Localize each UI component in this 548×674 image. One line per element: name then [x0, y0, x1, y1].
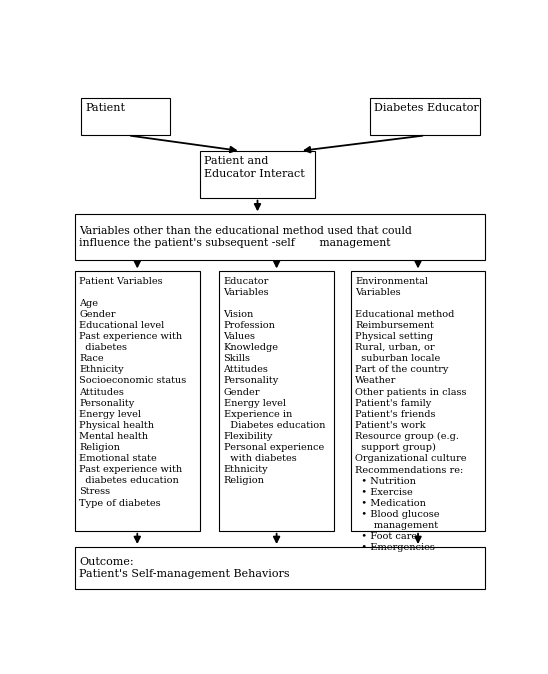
- FancyBboxPatch shape: [81, 98, 170, 135]
- Text: Variables other than the educational method used that could
influence the patien: Variables other than the educational met…: [79, 226, 412, 248]
- Text: Patient Variables

Age
Gender
Educational level
Past experience with
  diabetes
: Patient Variables Age Gender Educational…: [79, 276, 186, 508]
- Text: Patient: Patient: [85, 103, 125, 113]
- FancyBboxPatch shape: [370, 98, 481, 135]
- Text: Environmental
Variables

Educational method
Reimbursement
Physical setting
Rural: Environmental Variables Educational meth…: [355, 276, 467, 552]
- FancyBboxPatch shape: [75, 214, 484, 260]
- Text: Educator
Variables

Vision
Profession
Values
Knowledge
Skills
Attitudes
Personal: Educator Variables Vision Profession Val…: [224, 276, 325, 485]
- Text: Outcome:
Patient's Self-management Behaviors: Outcome: Patient's Self-management Behav…: [79, 557, 290, 580]
- Text: Diabetes Educator: Diabetes Educator: [374, 103, 479, 113]
- Text: Patient and
Educator Interact: Patient and Educator Interact: [204, 156, 305, 179]
- FancyBboxPatch shape: [75, 272, 200, 531]
- FancyBboxPatch shape: [200, 151, 315, 197]
- FancyBboxPatch shape: [219, 272, 334, 531]
- FancyBboxPatch shape: [75, 547, 484, 590]
- FancyBboxPatch shape: [351, 272, 484, 531]
